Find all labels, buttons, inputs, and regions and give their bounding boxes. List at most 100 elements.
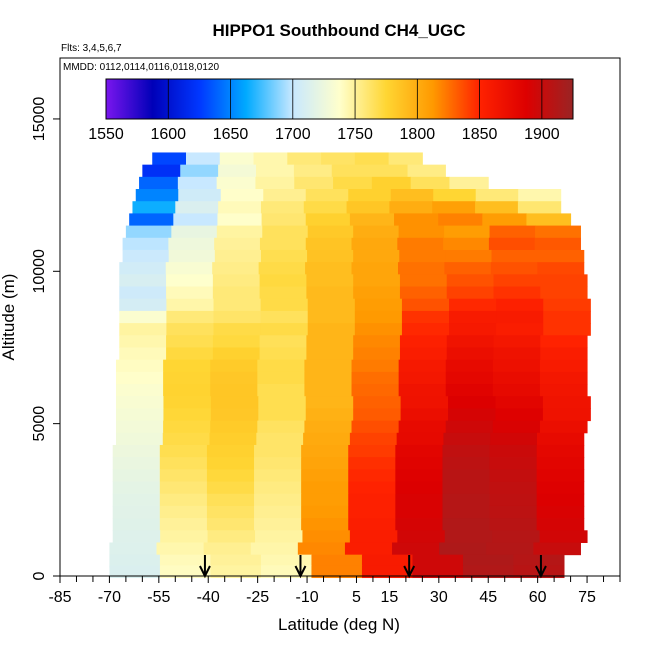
heatmap-cell: [156, 542, 205, 556]
heatmap-cell: [536, 518, 585, 531]
heatmap-cell: [255, 530, 303, 543]
heatmap-cell: [166, 335, 214, 348]
heatmap-cell: [353, 286, 401, 300]
heatmap-cell: [371, 176, 412, 190]
heatmap-cell: [395, 469, 443, 483]
heatmap-cell: [259, 286, 307, 300]
heatmap-cell: [432, 201, 476, 214]
x-tick-label: -10: [295, 589, 318, 606]
heatmap-cell: [173, 213, 218, 227]
heatmap-cell: [163, 384, 211, 397]
colorbar-tick-label: 1900: [524, 126, 560, 143]
heatmap-cell: [526, 213, 572, 227]
heatmap-cell: [353, 396, 402, 409]
heatmap-cell: [306, 286, 354, 300]
heatmap-cell: [490, 432, 538, 446]
heatmap-cell: [263, 189, 307, 202]
heatmap-cell: [489, 225, 536, 239]
heatmap-cell: [395, 457, 443, 470]
heatmap-cell: [159, 457, 208, 470]
heatmap-cell: [166, 347, 214, 361]
heatmap-cell: [203, 542, 252, 556]
heatmap-cell: [254, 518, 302, 531]
heatmap-cell: [213, 310, 262, 324]
x-tick-label: 5: [352, 589, 361, 606]
heatmap-cell: [160, 530, 209, 543]
heatmap-cell: [162, 432, 211, 446]
heatmap-cell: [307, 225, 354, 239]
heatmap-cell: [112, 493, 161, 507]
heatmap-cell: [307, 298, 356, 312]
heatmap-cell: [354, 298, 403, 312]
heatmap-cell: [304, 420, 353, 434]
heatmap-cell: [159, 444, 208, 458]
heatmap-cell: [311, 554, 363, 568]
heatmap-cell: [257, 371, 305, 385]
heatmap-cell: [513, 554, 565, 568]
heatmap-cell: [212, 347, 261, 361]
heatmap-cell: [536, 469, 585, 483]
colorbar-ticks: 1550 1600 1650 1700 1750 1800 1850 1900: [88, 79, 560, 143]
heatmap-cell: [536, 481, 585, 495]
heatmap-cell: [218, 201, 262, 214]
heatmap-cell: [444, 225, 491, 239]
heatmap-cell: [395, 444, 443, 458]
heatmap-cells: [109, 152, 591, 579]
heatmap-cell: [218, 164, 257, 178]
heatmap-cell: [142, 164, 181, 178]
heatmap-cell: [475, 201, 519, 214]
heatmap-cell: [303, 432, 351, 446]
heatmap-cell: [394, 213, 439, 227]
heatmap-cell: [412, 554, 464, 568]
heatmap-cell: [116, 396, 164, 409]
heatmap-cell: [254, 457, 302, 470]
heatmap-cell: [209, 432, 257, 446]
arrow-marker: [199, 555, 211, 579]
heatmap-cell: [258, 262, 306, 275]
heatmap-cell: [250, 542, 299, 556]
y-tick-label: 10000: [31, 249, 48, 294]
heatmap-cell: [351, 371, 400, 385]
heatmap-cell: [495, 396, 544, 409]
x-tick-label: 75: [578, 589, 596, 606]
heatmap-cell: [213, 323, 262, 336]
heatmap-cell: [446, 335, 495, 348]
heatmap-cell: [166, 310, 215, 324]
heatmap-cell: [210, 565, 262, 579]
heatmap-cell: [129, 213, 174, 227]
dates-subtitle: MMDD: 0112,0114,0116,0118,0120: [63, 62, 219, 73]
heatmap-cell: [210, 554, 262, 568]
heatmap-cell: [535, 225, 581, 239]
heatmap-cell: [109, 554, 161, 568]
heatmap-cell: [482, 213, 527, 227]
heatmap-cell: [255, 176, 295, 190]
heatmap-cell: [397, 237, 444, 251]
heatmap-cell: [536, 444, 585, 458]
heatmap-cell: [178, 189, 222, 202]
heatmap-cell: [262, 225, 309, 239]
heatmap-cell: [439, 542, 487, 556]
heatmap-cell: [489, 518, 538, 531]
heatmap-cell: [493, 274, 541, 288]
heatmap-cell: [177, 176, 218, 190]
heatmap-cell: [389, 201, 433, 214]
heatmap-cell: [361, 554, 413, 568]
heatmap-cell: [492, 420, 541, 434]
heatmap-cell: [536, 432, 585, 446]
heatmap-cell: [445, 384, 494, 397]
heatmap-cell: [304, 371, 353, 385]
heatmap-cell: [159, 518, 208, 531]
heatmap-cell: [168, 249, 216, 263]
heatmap-cell: [540, 286, 588, 300]
heatmap-cell: [301, 469, 349, 483]
colorbar-tick-label: 1850: [462, 126, 498, 143]
heatmap-cell: [540, 347, 588, 361]
heatmap-cell: [212, 274, 261, 288]
heatmap-cell: [442, 493, 491, 507]
heatmap-cell: [206, 481, 255, 495]
heatmap-cell: [258, 396, 307, 409]
heatmap-cell: [395, 481, 443, 495]
heatmap-cell: [210, 371, 258, 385]
heatmap-cell: [207, 530, 256, 543]
